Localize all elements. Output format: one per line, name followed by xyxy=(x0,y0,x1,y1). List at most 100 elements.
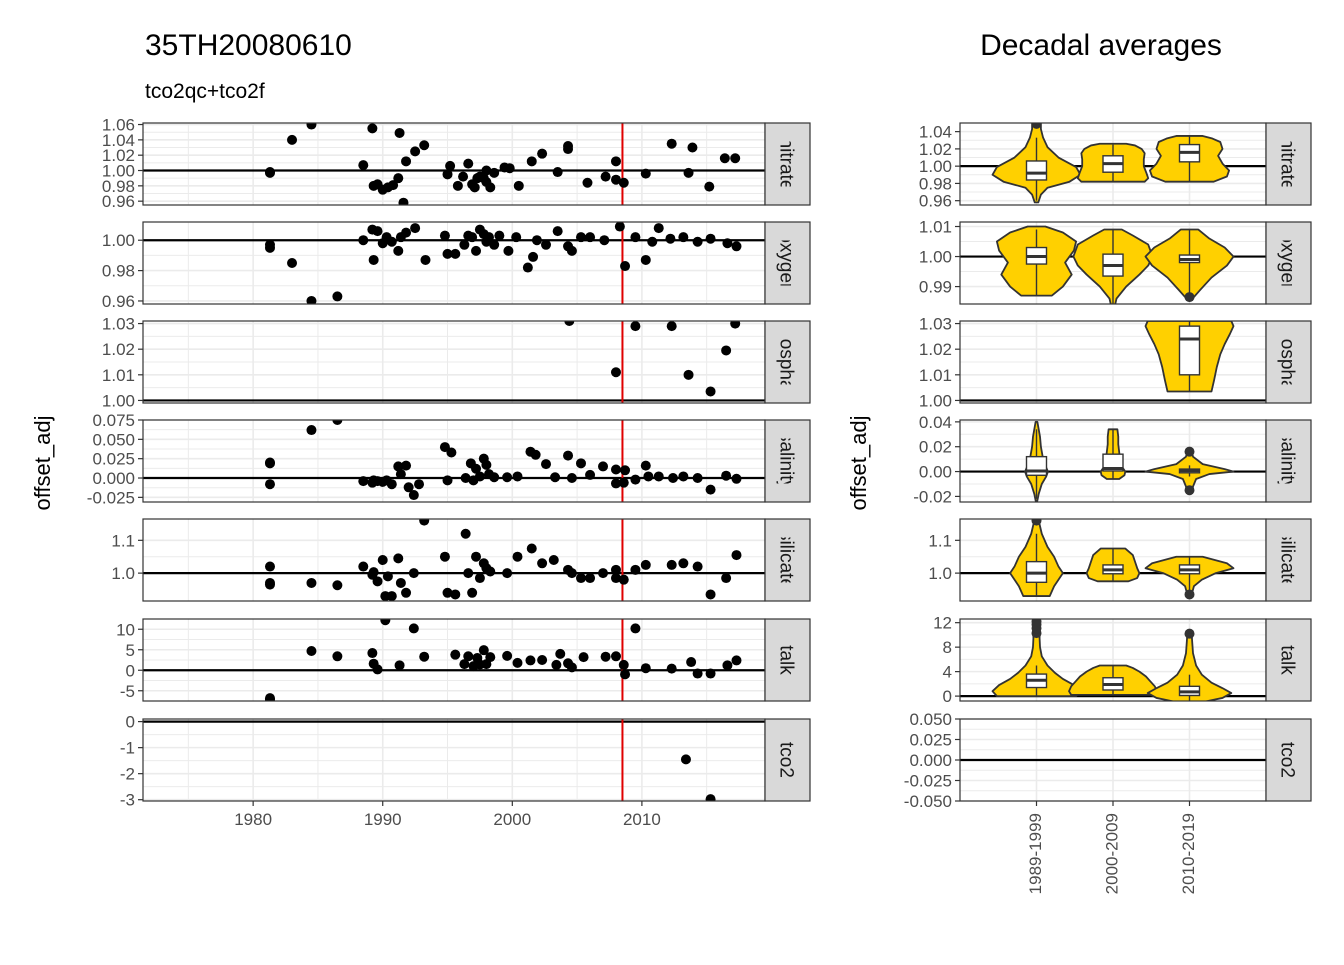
data-point xyxy=(653,471,664,482)
y-tick-label: -1 xyxy=(120,739,135,758)
data-point xyxy=(502,650,513,661)
y-tick-label: 1.00 xyxy=(919,157,952,176)
data-point xyxy=(380,619,391,626)
data-point xyxy=(489,239,500,250)
data-point xyxy=(408,490,419,501)
data-point xyxy=(450,589,461,600)
data-point xyxy=(485,566,496,577)
data-point xyxy=(614,222,625,232)
data-point xyxy=(541,239,552,250)
facet-strip xyxy=(1265,320,1312,404)
data-point xyxy=(419,519,430,526)
data-point xyxy=(647,236,658,247)
panel-plot-area xyxy=(960,420,1266,502)
y-tick-label: 0 xyxy=(126,661,135,680)
facet-strip xyxy=(1265,221,1312,305)
y-tick-label: 1.06 xyxy=(102,116,135,135)
y-tick-label: 12 xyxy=(933,614,952,633)
data-point xyxy=(502,568,513,579)
boxplot-outlier xyxy=(1184,292,1195,303)
data-point xyxy=(731,473,742,484)
boxplot-box xyxy=(1102,453,1124,472)
data-point xyxy=(618,477,629,488)
data-point xyxy=(687,142,698,153)
left-panel-phosphate: 1.00 1.01 1.02 1.03 hosphat xyxy=(102,315,811,410)
y-tick-label: -0.025 xyxy=(87,488,135,507)
y-tick-label: 0.98 xyxy=(919,174,952,193)
data-point xyxy=(414,479,425,490)
facet-strip xyxy=(764,618,811,702)
data-point xyxy=(463,651,474,662)
data-point xyxy=(564,321,575,326)
y-tick-label: 0.050 xyxy=(909,710,952,729)
facet-strip-label: silicate xyxy=(1277,531,1298,589)
data-point xyxy=(610,367,621,378)
data-point xyxy=(563,140,574,151)
data-point xyxy=(481,165,492,176)
data-point xyxy=(678,558,689,569)
y-tick-label: 0.99 xyxy=(919,278,952,297)
boxplot-outlier xyxy=(1184,628,1195,639)
data-point xyxy=(731,550,742,561)
y-tick-label: 1.00 xyxy=(102,231,135,250)
data-point xyxy=(442,169,453,180)
data-point xyxy=(332,651,343,662)
data-point xyxy=(537,148,548,159)
data-point xyxy=(598,568,609,579)
data-point xyxy=(372,664,383,675)
facet-strip xyxy=(1265,122,1312,206)
data-point xyxy=(474,573,485,584)
data-point xyxy=(705,386,716,397)
facet-strip xyxy=(1265,718,1312,802)
data-point xyxy=(439,551,450,562)
data-point xyxy=(705,233,716,244)
data-point xyxy=(372,576,383,587)
y-tick-label: 0.025 xyxy=(909,731,952,750)
y-tick-label: 0 xyxy=(126,713,135,732)
data-point xyxy=(287,258,298,268)
data-point xyxy=(585,469,596,480)
data-point xyxy=(469,182,480,193)
y-tick-label: 4 xyxy=(943,663,952,682)
right-panel-nitrate: 0.960.981.001.021.04 nitrate xyxy=(919,122,1312,211)
data-point xyxy=(683,167,694,178)
data-point xyxy=(610,478,621,489)
data-point xyxy=(704,181,715,192)
data-point xyxy=(653,223,664,234)
y-tick-label: 1.00 xyxy=(919,391,952,410)
panel-plot-area xyxy=(143,123,765,205)
data-point xyxy=(372,226,383,237)
data-point xyxy=(598,461,609,472)
facet-strip-label: hosphat xyxy=(776,328,797,396)
left-chart-subtitle: tco2qc+tco2f xyxy=(145,80,265,103)
x-tick-label: 2000-2009 xyxy=(1102,813,1121,894)
data-point xyxy=(630,232,641,243)
data-point xyxy=(332,291,343,302)
data-point xyxy=(511,232,522,243)
data-point xyxy=(666,559,677,570)
data-point xyxy=(731,241,742,252)
data-point xyxy=(439,230,450,241)
x-tick-label: 1989-1999 xyxy=(1026,813,1045,894)
data-point xyxy=(551,659,562,670)
y-tick-label: 1.01 xyxy=(919,366,952,385)
data-point xyxy=(403,482,414,493)
data-point xyxy=(368,254,379,265)
data-point xyxy=(358,160,369,171)
data-point xyxy=(575,458,586,469)
boxplot-box xyxy=(1178,325,1201,376)
data-point xyxy=(408,623,419,634)
left-panel-nitrate: 0.960.981.001.021.041.06 nitrate xyxy=(102,116,811,211)
data-point xyxy=(552,167,563,178)
panel-background xyxy=(143,519,765,601)
data-point xyxy=(512,657,523,668)
data-point xyxy=(666,663,677,674)
data-point xyxy=(306,295,317,304)
facet-strip xyxy=(1265,419,1312,503)
data-point xyxy=(445,160,456,171)
data-point xyxy=(722,660,733,671)
data-point xyxy=(420,254,431,265)
data-point xyxy=(452,180,463,191)
y-tick-label: 0.050 xyxy=(92,430,135,449)
facet-strip xyxy=(764,419,811,503)
